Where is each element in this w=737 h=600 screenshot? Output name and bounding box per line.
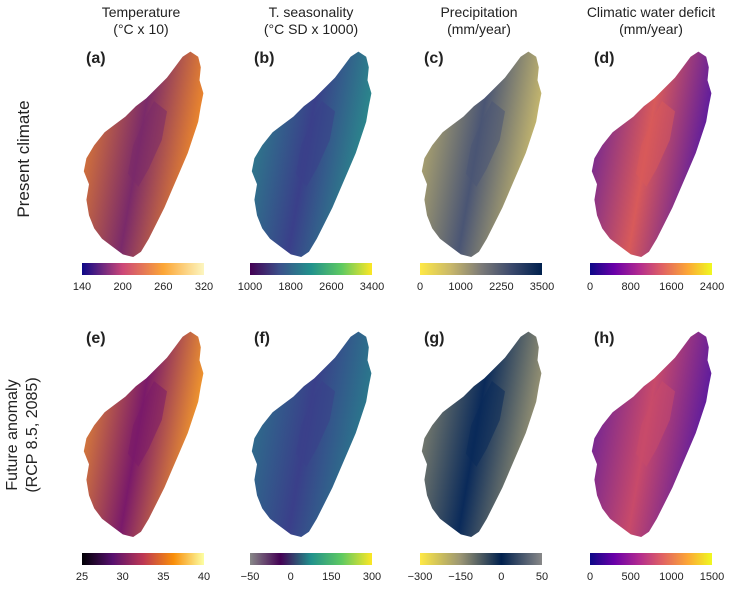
highland-region bbox=[128, 381, 167, 467]
colorbar bbox=[590, 553, 712, 565]
colorbar-tick-label: 200 bbox=[113, 281, 132, 293]
colorbar bbox=[250, 553, 372, 565]
colorbar-tick-label: 2250 bbox=[489, 281, 514, 293]
column-header-water-deficit: Climatic water deficit (mm/year) bbox=[561, 4, 737, 38]
madagascar-map bbox=[421, 331, 542, 537]
colorbar bbox=[82, 553, 204, 565]
colorbar-tick-label: 25 bbox=[75, 571, 89, 583]
column-title: Precipitation bbox=[440, 4, 518, 20]
panel-letter: (g) bbox=[424, 330, 445, 347]
row-label-line2: (RCP 8.5, 2085) bbox=[24, 377, 41, 493]
madagascar-map bbox=[591, 331, 712, 537]
colorbar-tick-label: 800 bbox=[621, 281, 640, 293]
colorbar-tick-label: 0 bbox=[287, 571, 294, 583]
panel-letter: (c) bbox=[424, 50, 444, 67]
highland-region bbox=[466, 101, 505, 187]
colorbar-tick-label: 30 bbox=[116, 571, 129, 583]
colorbar-tick-label: 320 bbox=[194, 281, 214, 293]
panel-letter: (f) bbox=[254, 330, 270, 347]
panel-letter: (a) bbox=[86, 50, 106, 67]
colorbar-tick-label: 40 bbox=[197, 571, 211, 583]
highland-region bbox=[296, 101, 335, 187]
row-label-text: Present climate bbox=[14, 100, 33, 218]
colorbar bbox=[250, 263, 372, 275]
madagascar-map bbox=[421, 51, 542, 257]
madagascar-map bbox=[83, 331, 204, 537]
colorbar-tick-label: 1500 bbox=[699, 571, 725, 583]
colorbar-tick-label: 1600 bbox=[659, 281, 684, 293]
panel-letter: (e) bbox=[86, 330, 106, 347]
colorbar-tick-label: 1000 bbox=[237, 281, 263, 293]
colorbar-tick-label: −50 bbox=[240, 571, 260, 583]
colorbar-tick-label: 2600 bbox=[319, 281, 344, 293]
colorbar bbox=[420, 553, 542, 565]
colorbar-tick-label: 0 bbox=[586, 281, 594, 293]
madagascar-map bbox=[83, 51, 204, 257]
madagascar-map bbox=[251, 51, 372, 257]
colorbar-tick-label: 260 bbox=[154, 281, 173, 293]
panel-letter: (b) bbox=[254, 50, 275, 67]
colorbar-tick-label: 50 bbox=[535, 571, 549, 583]
colorbar-tick-label: 140 bbox=[72, 281, 92, 293]
colorbar-tick-label: 500 bbox=[621, 571, 640, 583]
row-label-future: Future anomaly (RCP 8.5, 2085) bbox=[3, 360, 43, 510]
colorbar-tick-label: 0 bbox=[416, 281, 424, 293]
panel-letter: (d) bbox=[594, 50, 615, 67]
column-unit: (°C SD x 1000) bbox=[263, 21, 359, 37]
colorbar-tick-label: −300 bbox=[407, 571, 433, 583]
column-header-precipitation: Precipitation (mm/year) bbox=[389, 4, 569, 38]
column-unit: (mm/year) bbox=[447, 21, 511, 37]
colorbar-tick-label: 0 bbox=[498, 571, 505, 583]
colorbar-tick-label: 0 bbox=[586, 571, 594, 583]
row-label-line1: Future anomaly bbox=[4, 379, 21, 491]
colorbar-tick-label: 1000 bbox=[659, 571, 684, 583]
colorbar-tick-label: 2400 bbox=[699, 281, 725, 293]
column-title: Climatic water deficit bbox=[586, 4, 716, 20]
colorbar-tick-label: 150 bbox=[322, 571, 341, 583]
highland-region bbox=[466, 381, 505, 467]
colorbar-tick-label: 35 bbox=[157, 571, 170, 583]
madagascar-map bbox=[591, 51, 712, 257]
colorbar bbox=[590, 263, 712, 275]
colorbar-tick-label: 1800 bbox=[278, 281, 303, 293]
column-unit: (°C x 10) bbox=[113, 21, 169, 37]
panel-letter: (h) bbox=[594, 330, 615, 347]
highland-region bbox=[128, 101, 167, 187]
column-header-temperature: Temperature (°C x 10) bbox=[51, 4, 231, 38]
colorbar-tick-label: 3400 bbox=[359, 281, 385, 293]
highland-region bbox=[636, 381, 675, 467]
highland-region bbox=[636, 101, 675, 187]
row-label-present: Present climate bbox=[13, 89, 35, 229]
column-header-seasonality: T. seasonality (°C SD x 1000) bbox=[221, 4, 401, 38]
colorbar bbox=[82, 263, 204, 275]
column-unit: (mm/year) bbox=[619, 21, 683, 37]
colorbar bbox=[420, 263, 542, 275]
colorbar-tick-label: −150 bbox=[448, 571, 474, 583]
column-title: Temperature bbox=[101, 4, 181, 20]
highland-region bbox=[296, 381, 335, 467]
column-title: T. seasonality bbox=[268, 4, 354, 20]
colorbar-tick-label: 1000 bbox=[448, 281, 473, 293]
colorbar-tick-label: 300 bbox=[362, 571, 382, 583]
madagascar-map bbox=[251, 331, 372, 537]
colorbar-tick-label: 3500 bbox=[529, 281, 555, 293]
